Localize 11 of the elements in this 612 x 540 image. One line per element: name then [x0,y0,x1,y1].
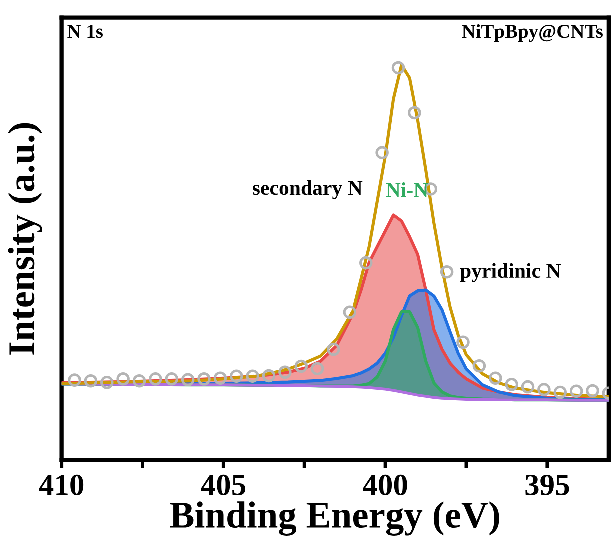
text: Ni-N [386,182,428,197]
x-tick-label: 410 [39,474,84,496]
y-axis-title: Intensity (a.u.) [8,123,42,355]
x-tick-label: 400 [363,474,408,496]
x-axis-title: Binding Energy (eV) [170,502,500,536]
x-tick-label: 405 [201,474,246,496]
series-label: pyridinic N [460,263,562,282]
text: NiTpBpy@CNTs [462,24,603,42]
text: N 1s [68,25,103,38]
x-tick-label: 395 [526,474,570,496]
series-label: secondary N [253,180,363,200]
